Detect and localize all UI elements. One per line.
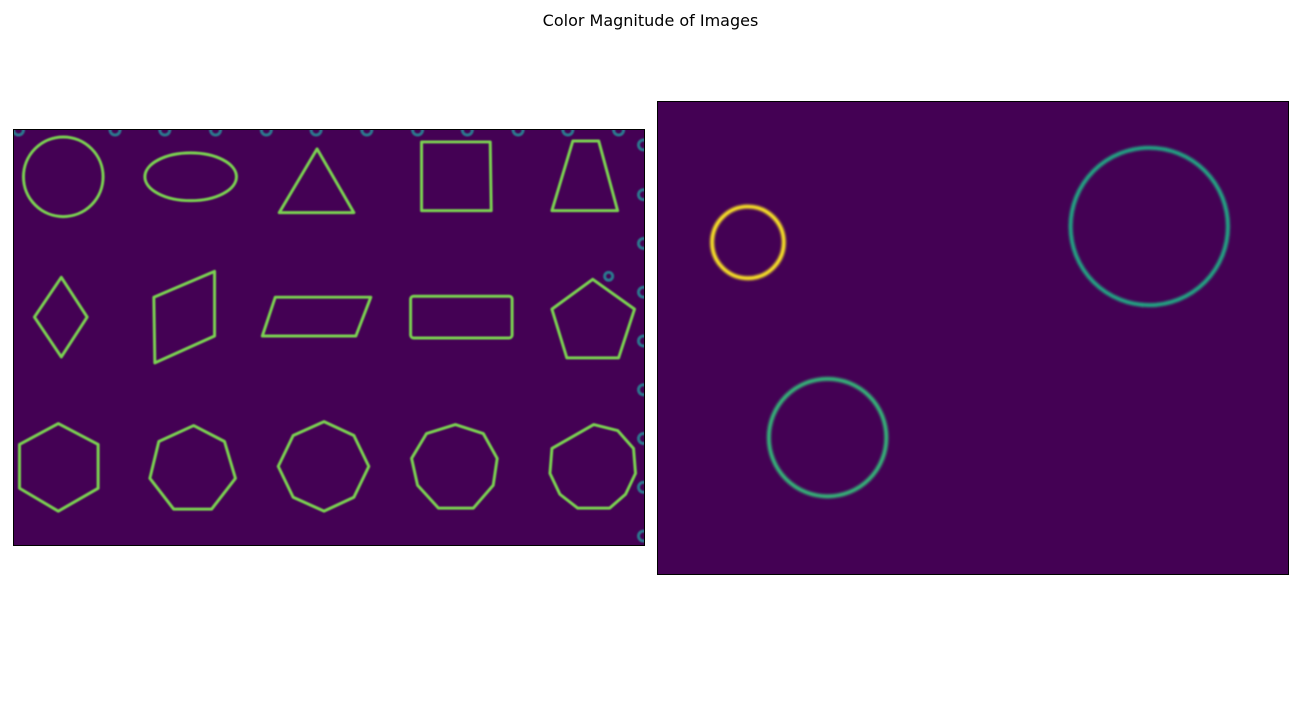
shape-small-circle <box>710 204 786 281</box>
left-image-canvas <box>14 130 644 543</box>
shape-heptagon <box>148 424 237 511</box>
shape-nonagon <box>410 423 499 510</box>
shape-square <box>420 140 493 213</box>
shape-large-circle <box>1068 145 1230 308</box>
left-image-panel <box>13 129 645 546</box>
shape-slanted-parallelogram <box>260 295 373 338</box>
shape-triangle <box>277 147 356 215</box>
shape-octagon <box>276 420 371 513</box>
shape-pentagon <box>550 277 637 360</box>
shape-circle <box>21 135 105 219</box>
shape-hexagon <box>17 422 100 513</box>
shape-medium-circle <box>766 376 889 499</box>
shape-decagon <box>548 423 638 510</box>
figure-title: Color Magnitude of Images <box>542 11 759 30</box>
shape-trapezoid <box>550 139 620 213</box>
shape-rectangle <box>409 294 514 340</box>
edge-artifacts-right <box>603 138 644 543</box>
shape-parallelogram <box>152 269 217 365</box>
shape-rhombus <box>32 275 89 359</box>
shape-ellipse <box>143 151 238 203</box>
right-image-panel <box>657 101 1289 575</box>
edge-artifacts-top <box>14 130 626 137</box>
right-image-canvas <box>710 145 1230 499</box>
